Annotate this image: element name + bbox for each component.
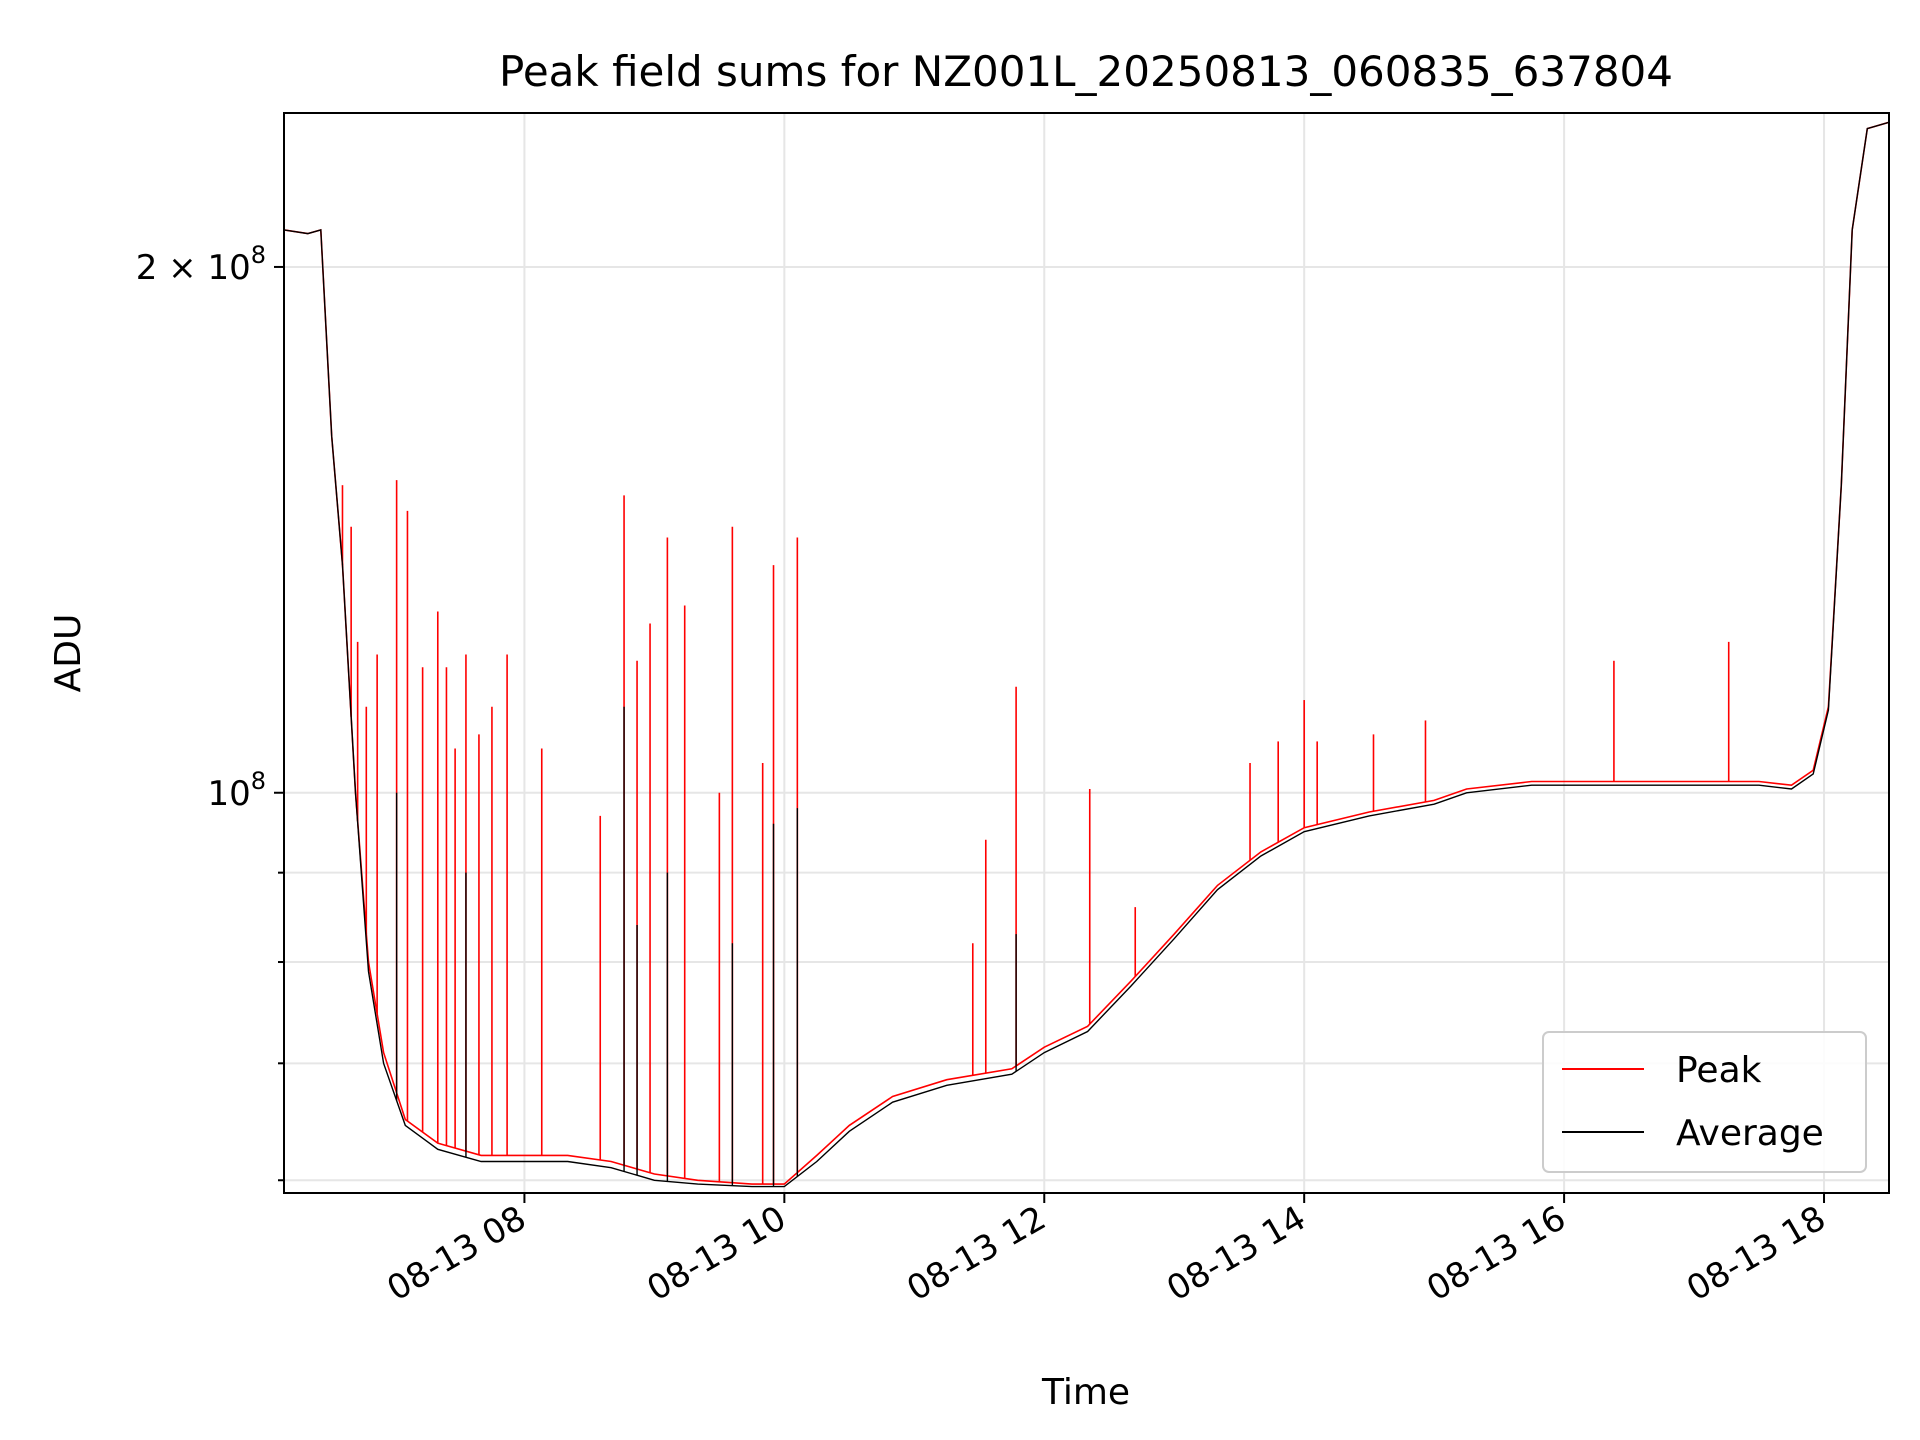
x-axis-title: Time [1041, 1372, 1130, 1413]
grid [284, 113, 1889, 1193]
x-tick-label: 08-13 12 [900, 1198, 1052, 1309]
x-tick-label: 08-13 14 [1160, 1198, 1312, 1309]
legend-label-peak: Peak [1676, 1050, 1762, 1091]
series-line-peak [284, 121, 1889, 1185]
legend-box [1542, 1031, 1867, 1173]
x-tick-label: 08-13 10 [640, 1198, 792, 1309]
x-tick-label: 08-13 08 [381, 1198, 533, 1309]
series-layer [284, 121, 1889, 1188]
plot-area-frame [283, 112, 1890, 1194]
y-axis-title: ADU [48, 614, 89, 693]
legend: Peak Average [1542, 1031, 1867, 1173]
chart-title: Peak field sums for NZ001L_20250813_0608… [499, 47, 1673, 96]
x-tick-label: 08-13 18 [1680, 1198, 1832, 1309]
y-tick-label: 108 [207, 767, 266, 814]
x-tick-label: 08-13 16 [1420, 1198, 1572, 1309]
series-line-average [284, 121, 1889, 1188]
y-tick-label: 2 × 108 [136, 241, 266, 288]
legend-label-average: Average [1676, 1113, 1824, 1154]
